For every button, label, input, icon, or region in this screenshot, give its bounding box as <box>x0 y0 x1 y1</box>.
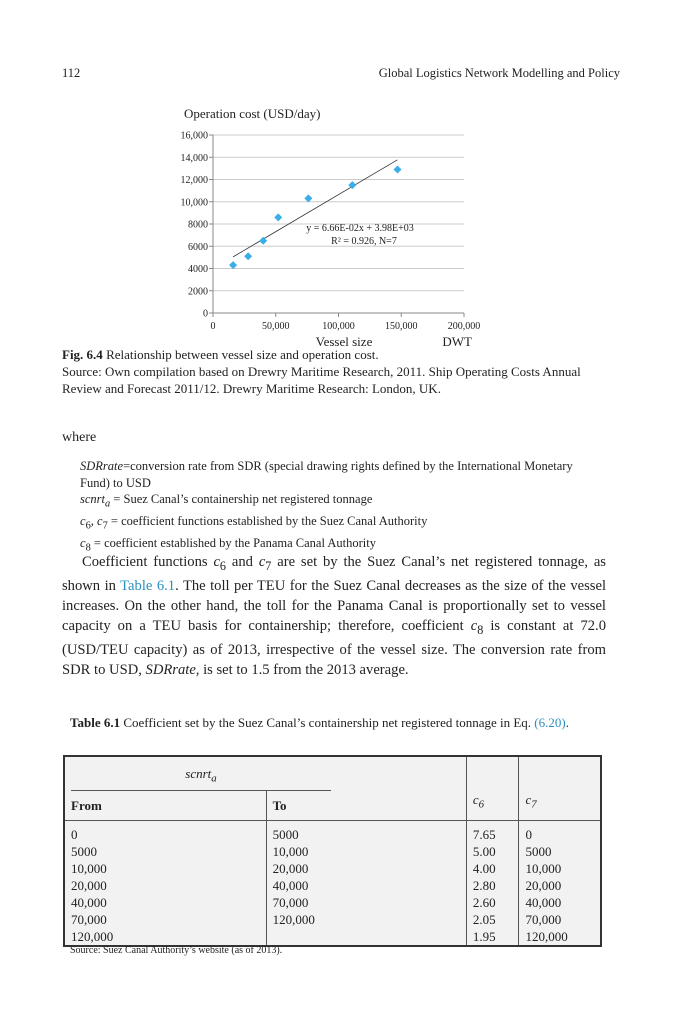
equation-link[interactable]: (6.20) <box>534 715 566 730</box>
table-cell: 2.80 <box>465 876 519 894</box>
table-cell: 70,000 <box>518 910 601 928</box>
table-cell: 5.00 <box>465 842 519 860</box>
table-cell: 20,000 <box>518 876 601 894</box>
table-cell: 70,000 <box>71 911 107 927</box>
table-row: 10,000 20,000 4.00 10,000 <box>64 859 601 877</box>
data-point <box>229 261 238 270</box>
y-tick-label: 12,000 <box>181 175 209 186</box>
table-row: 70,000 120,000 2.05 70,000 <box>64 910 601 928</box>
y-tick-label: 8000 <box>188 220 208 231</box>
table-cell: 5000 <box>265 819 467 843</box>
x-tick-label: 50,000 <box>262 321 290 332</box>
table-cell: 5000 <box>71 843 97 859</box>
data-point <box>274 213 283 222</box>
scatter-chart: Operation cost (USD/day) 0 2000 4000 6000 800… <box>181 106 481 349</box>
col-header-c6: c6 <box>472 792 485 811</box>
table-source: Source: Suez Canal Authority’s website (… <box>70 945 283 956</box>
x-tick-label: 100,000 <box>322 321 355 332</box>
table-cell: 1.95 <box>465 927 519 946</box>
y-tick-label: 14,000 <box>181 153 209 164</box>
table-cell: 120,000 <box>518 927 601 946</box>
page-number: 112 <box>62 66 81 80</box>
table-cell: 120,000 <box>265 910 467 928</box>
definition-item: SDRrate=conversion rate from SDR (specia… <box>80 459 573 490</box>
definition-item: scnrta = Suez Canal’s containership net … <box>80 492 373 510</box>
group-header: scnrta <box>64 756 466 791</box>
definition-item: c8 = coefficient established by the Pana… <box>80 536 376 554</box>
y-axis-title: Operation cost (USD/day) <box>184 106 320 121</box>
y-tick-label: 4000 <box>188 264 208 275</box>
x-tick-label: 150,000 <box>385 321 418 332</box>
table-caption: Table 6.1 Coefficient set by the Suez Ca… <box>70 715 569 730</box>
table-cell: 7.65 <box>465 819 519 843</box>
table-cell: 20,000 <box>265 859 467 877</box>
figure-label: Fig. 6.4 <box>62 347 103 362</box>
y-tick-label: 6000 <box>188 242 208 253</box>
table-cell: 10,000 <box>71 860 107 876</box>
table-cell: 5000 <box>518 842 601 860</box>
table-cell <box>265 927 467 946</box>
body-paragraph: Coefficient functions c6 and c7 are set … <box>62 554 606 678</box>
definition-item: c6, c7 = coefficient functions establish… <box>80 514 428 532</box>
y-tick-label: 10,000 <box>181 197 209 208</box>
y-tick-label: 0 <box>203 309 208 320</box>
coefficient-table: scnrta c6 c7 From To 0 5000 7.65 0 5000 10,000 5.… <box>63 755 602 947</box>
x-axis-title: Vessel size <box>316 334 373 349</box>
definitions: SDRrate=conversion rate from SDR (specia… <box>80 458 605 557</box>
data-point <box>259 236 268 245</box>
table-cell: 2.05 <box>465 910 519 928</box>
caption-text: Relationship between vessel size and ope… <box>102 347 379 362</box>
table-row: 0 5000 7.65 0 <box>64 819 601 843</box>
data-point <box>244 252 253 261</box>
table-row: 5000 10,000 5.00 5000 <box>64 842 601 860</box>
data-point <box>348 181 357 190</box>
col-header-c7: c7 <box>525 792 537 811</box>
table-cell: 40,000 <box>71 894 107 910</box>
table-cell: 40,000 <box>265 876 467 894</box>
table-cell: 20,000 <box>71 877 107 893</box>
table-row: 40,000 70,000 2.60 40,000 <box>64 893 601 911</box>
table-cell: 120,000 <box>71 928 114 944</box>
regression-equation: y = 6.66E-02x + 3.98E+03 <box>306 223 413 234</box>
table-cell: 4.00 <box>465 859 519 877</box>
x-axis-unit: DWT <box>442 334 472 349</box>
data-point <box>304 194 313 203</box>
table-link[interactable]: Table 6.1 <box>120 577 176 594</box>
figure-source: Source: Own compilation based on Drewry … <box>62 364 581 396</box>
table-cell: 10,000 <box>518 859 601 877</box>
r-squared-label: R² = 0.926, N=7 <box>331 236 397 247</box>
table-cell: 70,000 <box>265 893 467 911</box>
data-point <box>393 165 402 174</box>
col-header-from: From <box>71 797 102 813</box>
running-title: Global Logistics Network Modelling and P… <box>378 66 620 80</box>
x-tick-label: 200,000 <box>448 321 481 332</box>
y-tick-label: 2000 <box>188 286 208 297</box>
table-cell: 10,000 <box>265 842 467 860</box>
figure-caption: Fig. 6.4 Relationship between vessel siz… <box>62 346 602 397</box>
table-cell: 2.60 <box>465 893 519 911</box>
table-cell: 0 <box>64 819 267 843</box>
col-header-to: To <box>272 797 287 813</box>
table-row: 20,000 40,000 2.80 20,000 <box>64 876 601 894</box>
table-row: 120,000 1.95 120,000 <box>64 927 601 946</box>
table-cell: 40,000 <box>518 893 601 911</box>
y-tick-label: 16,000 <box>181 131 209 142</box>
x-tick-label: 0 <box>211 321 216 332</box>
table-cell: 0 <box>518 819 601 843</box>
where-label: where <box>62 430 97 445</box>
